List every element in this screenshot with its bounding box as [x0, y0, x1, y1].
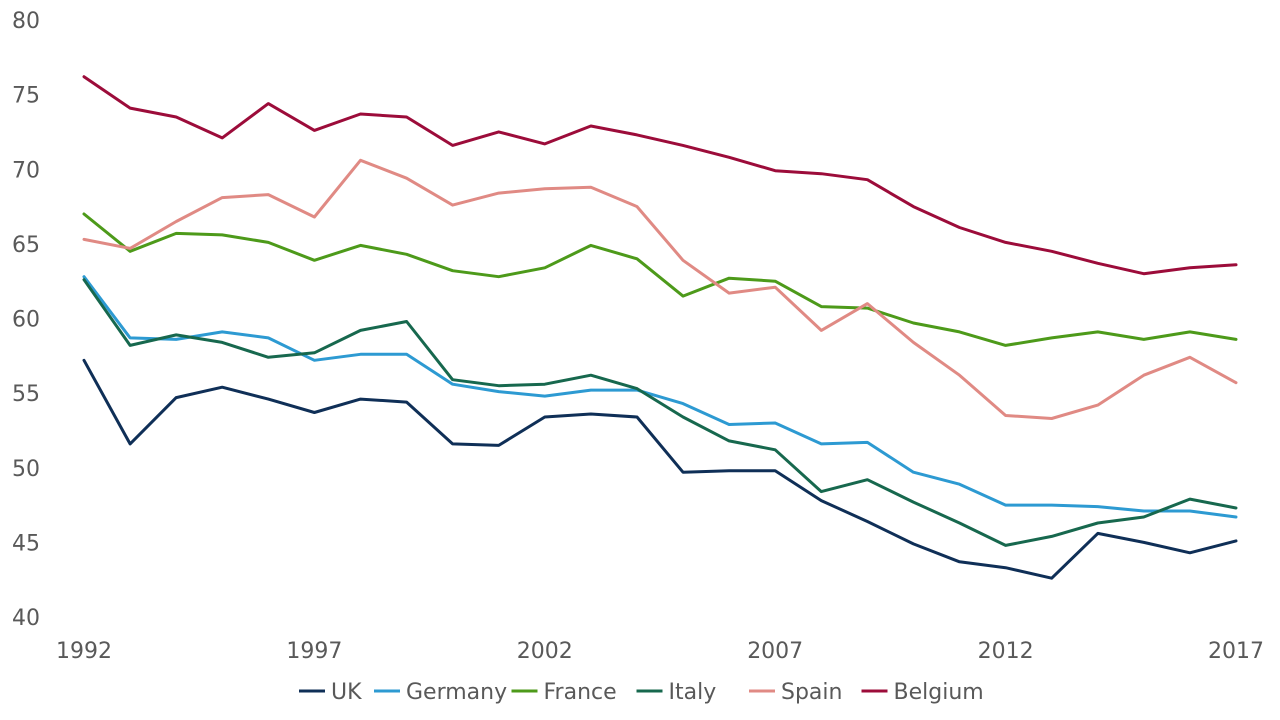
y-tick-label: 55: [12, 382, 40, 407]
legend-label: UK: [331, 680, 362, 705]
series-line-uk: [82, 358, 1238, 580]
series-line-italy: [82, 278, 1238, 547]
legend-label: Spain: [781, 680, 842, 705]
legend-label: Italy: [669, 680, 717, 705]
legend-item-italy: Italy: [636, 680, 717, 705]
legend-item-france: France: [511, 680, 617, 705]
legend-label: Belgium: [894, 680, 984, 705]
y-tick-label: 75: [12, 84, 40, 109]
x-tick-label: 1992: [56, 639, 112, 664]
legend-label: Germany: [406, 680, 507, 705]
y-tick-label: 40: [12, 606, 40, 631]
x-tick-label: 2002: [517, 639, 573, 664]
legend-item-uk: UK: [299, 680, 362, 705]
y-tick-label: 50: [12, 457, 40, 482]
y-tick-label: 70: [12, 158, 40, 183]
legend-label: France: [544, 680, 617, 705]
y-tick-label: 80: [12, 9, 40, 34]
series-line-france: [82, 212, 1238, 347]
x-tick-label: 2017: [1208, 639, 1264, 664]
series-line-germany: [82, 275, 1238, 519]
legend-item-belgium: Belgium: [861, 680, 984, 705]
series-line-spain: [82, 158, 1238, 420]
x-tick-label: 2012: [978, 639, 1034, 664]
x-axis-tick-labels: 1992 1997 2002 2007 2012 2017: [56, 639, 1264, 664]
y-tick-label: 45: [12, 531, 40, 556]
legend-item-spain: Spain: [749, 680, 842, 705]
y-axis-tick-labels: 40 45 50 55 60 65 70 75 80: [12, 9, 40, 631]
series-line-belgium: [82, 75, 1238, 276]
x-tick-label: 1997: [286, 639, 342, 664]
legend: UK Germany France Italy Spain Belgium: [299, 680, 984, 705]
x-tick-label: 2007: [747, 639, 803, 664]
y-tick-label: 60: [12, 308, 40, 333]
legend-item-germany: Germany: [374, 680, 507, 705]
y-tick-label: 65: [12, 233, 40, 258]
series-lines: [82, 75, 1238, 580]
